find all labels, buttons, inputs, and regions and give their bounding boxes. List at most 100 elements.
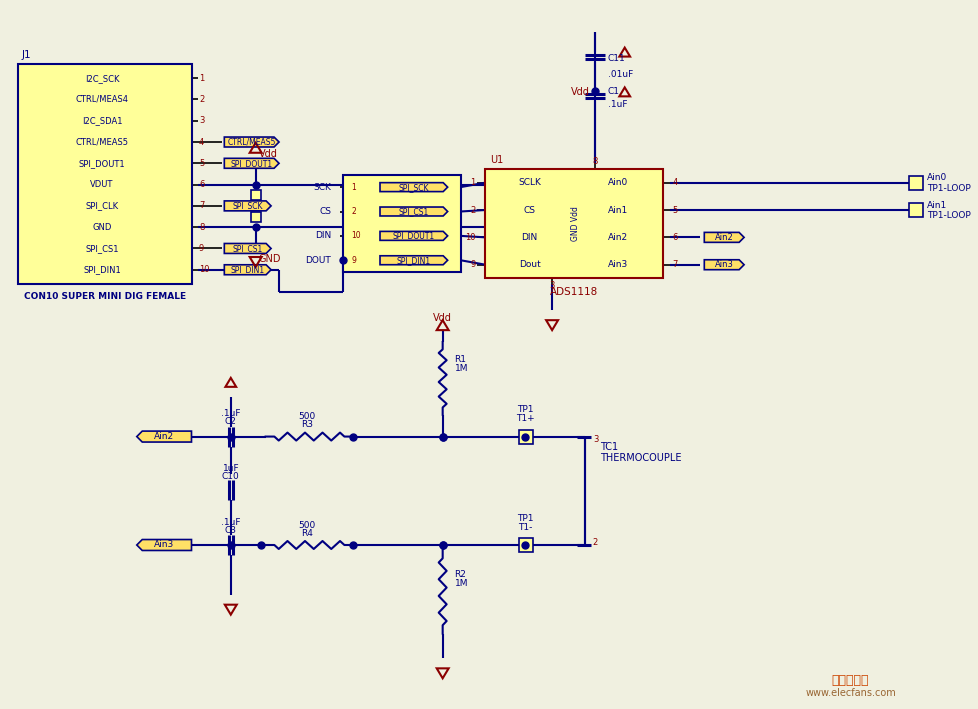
Text: GND: GND	[92, 223, 111, 232]
Text: CON10 SUPER MINI DIG FEMALE: CON10 SUPER MINI DIG FEMALE	[23, 292, 186, 301]
Text: CS: CS	[523, 206, 535, 215]
Text: SPI_DOUT1: SPI_DOUT1	[231, 159, 273, 168]
Text: TP1: TP1	[516, 406, 533, 414]
Text: SCK: SCK	[313, 183, 331, 191]
Text: 10: 10	[465, 233, 475, 242]
Polygon shape	[703, 233, 743, 242]
Text: CS: CS	[319, 207, 331, 216]
Polygon shape	[224, 264, 271, 274]
Text: 2: 2	[593, 537, 598, 547]
Text: SPI_CS1: SPI_CS1	[85, 244, 118, 253]
Text: SPI_SCK: SPI_SCK	[232, 201, 263, 211]
Polygon shape	[224, 243, 271, 253]
Text: 10: 10	[199, 265, 209, 274]
Polygon shape	[379, 183, 447, 191]
Text: C10: C10	[222, 472, 240, 481]
FancyBboxPatch shape	[518, 430, 533, 444]
Polygon shape	[379, 207, 447, 216]
Text: 2: 2	[199, 95, 204, 104]
Text: 8: 8	[592, 157, 597, 165]
FancyBboxPatch shape	[343, 175, 460, 272]
Text: C11: C11	[607, 54, 625, 63]
Text: Vdd: Vdd	[570, 87, 590, 97]
FancyBboxPatch shape	[909, 176, 922, 189]
Polygon shape	[137, 431, 192, 442]
Text: 9: 9	[199, 244, 204, 253]
Text: SPI_CS1: SPI_CS1	[233, 244, 262, 253]
Text: www.elecfans.com: www.elecfans.com	[804, 688, 895, 698]
Text: 6: 6	[672, 233, 677, 242]
Text: 1M: 1M	[454, 579, 467, 588]
Text: 500: 500	[298, 412, 315, 421]
Text: THERMOCOUPLE: THERMOCOUPLE	[600, 454, 681, 464]
Text: 9: 9	[351, 256, 356, 264]
Text: SPI_DOUT1: SPI_DOUT1	[78, 159, 125, 168]
Text: 9: 9	[469, 260, 475, 269]
Text: T1+: T1+	[515, 414, 534, 423]
Text: 6: 6	[199, 180, 204, 189]
Text: 4: 4	[672, 178, 677, 187]
Text: GND Vdd: GND Vdd	[571, 206, 580, 241]
Text: SPI_SCK: SPI_SCK	[398, 183, 428, 191]
Text: 5: 5	[672, 206, 677, 215]
Text: TC1: TC1	[600, 442, 617, 452]
Text: 1uF: 1uF	[222, 464, 239, 473]
FancyBboxPatch shape	[18, 64, 192, 284]
Text: SPI_DIN1: SPI_DIN1	[83, 265, 120, 274]
Text: SPI_DIN1: SPI_DIN1	[231, 265, 264, 274]
Text: 10: 10	[351, 231, 361, 240]
Text: Ain3: Ain3	[607, 260, 627, 269]
Text: 5: 5	[199, 159, 204, 168]
Text: I2C_SCK: I2C_SCK	[85, 74, 119, 83]
Polygon shape	[137, 540, 192, 550]
Polygon shape	[379, 231, 447, 240]
Text: GND: GND	[258, 254, 281, 264]
Text: T1-: T1-	[517, 523, 532, 532]
Text: 1: 1	[199, 74, 204, 83]
Text: Ain2: Ain2	[154, 432, 174, 441]
Text: TP1-LOOP: TP1-LOOP	[926, 211, 970, 220]
FancyBboxPatch shape	[485, 169, 662, 279]
Text: SPI_DOUT1: SPI_DOUT1	[392, 231, 434, 240]
Text: 7: 7	[672, 260, 677, 269]
Text: DIN: DIN	[521, 233, 537, 242]
Text: Ain3: Ain3	[154, 540, 174, 549]
Text: CTRL/MEAS5: CTRL/MEAS5	[75, 138, 128, 147]
Text: Ain1: Ain1	[607, 206, 627, 215]
Text: 电子发烧友: 电子发烧友	[831, 674, 868, 687]
Text: DOUT: DOUT	[305, 256, 331, 264]
Polygon shape	[224, 158, 279, 168]
Text: SPI_DIN1: SPI_DIN1	[396, 256, 430, 264]
Text: SPI_CS1: SPI_CS1	[398, 207, 428, 216]
Text: .1uF: .1uF	[221, 518, 241, 527]
Text: Ain0: Ain0	[607, 178, 627, 187]
Polygon shape	[224, 137, 279, 147]
Text: 7: 7	[199, 201, 204, 211]
Text: Ain1: Ain1	[926, 201, 947, 210]
Text: R3: R3	[300, 420, 313, 429]
Polygon shape	[379, 256, 447, 264]
Text: SCLK: SCLK	[517, 178, 541, 187]
Text: R4: R4	[300, 529, 313, 537]
FancyBboxPatch shape	[909, 203, 922, 217]
Text: Ain2: Ain2	[607, 233, 627, 242]
Text: I2C_SDA1: I2C_SDA1	[81, 116, 122, 125]
Text: CTRL/MEAS5: CTRL/MEAS5	[227, 138, 276, 147]
Text: J1: J1	[22, 50, 31, 60]
Text: C3: C3	[225, 525, 237, 535]
Text: 1M: 1M	[454, 364, 467, 374]
Text: Dout: Dout	[518, 260, 540, 269]
Text: Ain2: Ain2	[714, 233, 733, 242]
Text: C1: C1	[607, 87, 619, 96]
Text: Vdd: Vdd	[258, 149, 277, 159]
Polygon shape	[703, 259, 743, 269]
Text: U1: U1	[490, 155, 503, 165]
FancyBboxPatch shape	[518, 538, 533, 552]
Text: 8: 8	[199, 223, 204, 232]
Text: 1: 1	[351, 183, 356, 191]
Text: 500: 500	[298, 520, 315, 530]
Text: .1uF: .1uF	[221, 409, 241, 418]
Text: Ain0: Ain0	[926, 173, 947, 182]
Text: .1uF: .1uF	[607, 100, 627, 108]
Text: 3: 3	[593, 435, 598, 444]
